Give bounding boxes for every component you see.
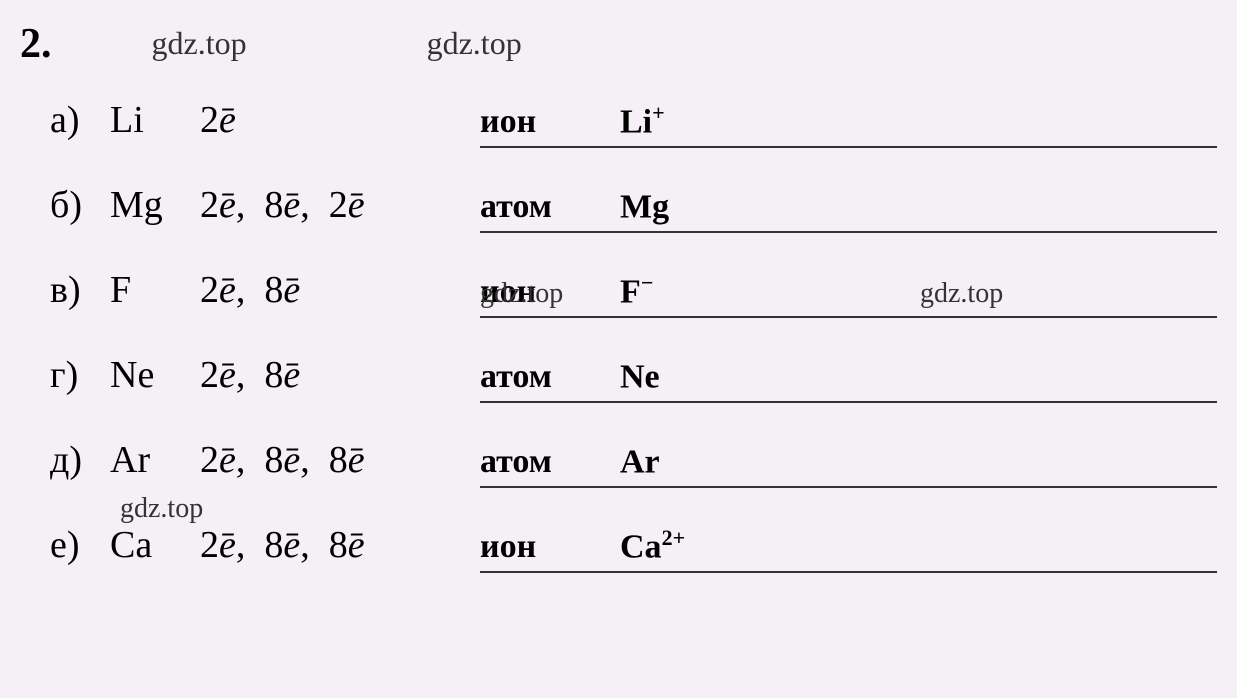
electron-config: 2e [200, 98, 460, 142]
answer-type: ион [480, 528, 620, 566]
table-row: а) Li 2e ион Li+ [50, 98, 1217, 163]
answer-line: атом Mg [480, 185, 1217, 233]
element-symbol: Mg [110, 183, 200, 227]
table-row: г) Ne 2e, 8e атом Ne [50, 353, 1217, 418]
answer-line: атом Ne [480, 355, 1217, 403]
element-symbol: Li [110, 98, 200, 142]
electron-config: 2e, 8e, 8e [200, 523, 460, 567]
element-symbol: Ca [110, 523, 200, 567]
answer-formula: Mg [620, 185, 669, 226]
watermark-inline: gdz.top [120, 493, 203, 525]
table-row: б) Mg 2e, 8e, 2e атом Mg [50, 183, 1217, 248]
answer-line: ион Ca2+ [480, 525, 1217, 573]
watermark-inline: gdz.top [480, 278, 563, 310]
answer-line: ион Li+ [480, 100, 1217, 148]
answer-line: ион F− [480, 270, 1217, 318]
row-label: е) [50, 523, 110, 567]
question-number: 2. [20, 20, 52, 68]
answer-formula: Ne [620, 355, 660, 396]
table-row: е) Ca 2e, 8e, 8e ион Ca2+ [50, 523, 1217, 588]
answer-type: ион [480, 103, 620, 141]
answer-formula: Li+ [620, 100, 665, 141]
electron-config: 2e, 8e [200, 353, 460, 397]
electron-config: 2e, 8e, 2e [200, 183, 460, 227]
answer-formula: Ar [620, 440, 660, 481]
answer-type: атом [480, 443, 620, 481]
element-symbol: F [110, 268, 200, 312]
answer-type: атом [480, 358, 620, 396]
electron-config: 2e, 8e, 8e [200, 438, 460, 482]
element-symbol: Ne [110, 353, 200, 397]
content-area: а) Li 2e ион Li+ б) Mg 2e, 8e, 2e атом M… [20, 98, 1217, 588]
watermark-top-2: gdz.top [427, 25, 522, 62]
answer-formula: F− [620, 270, 653, 311]
answer-type: атом [480, 188, 620, 226]
row-label: д) [50, 438, 110, 482]
watermark-top-1: gdz.top [152, 25, 247, 62]
row-label: в) [50, 268, 110, 312]
table-row: д) Ar 2e, 8e, 8e gdz.top атом Ar [50, 438, 1217, 503]
table-row: в) F 2e, 8e gdz.top ион F− gdz.top [50, 268, 1217, 333]
electron-config: 2e, 8e [200, 268, 460, 312]
answer-line: атом Ar [480, 440, 1217, 488]
answer-formula: Ca2+ [620, 525, 685, 566]
row-label: г) [50, 353, 110, 397]
watermark-inline: gdz.top [920, 278, 1003, 310]
row-label: б) [50, 183, 110, 227]
row-label: а) [50, 98, 110, 142]
element-symbol: Ar [110, 438, 200, 482]
